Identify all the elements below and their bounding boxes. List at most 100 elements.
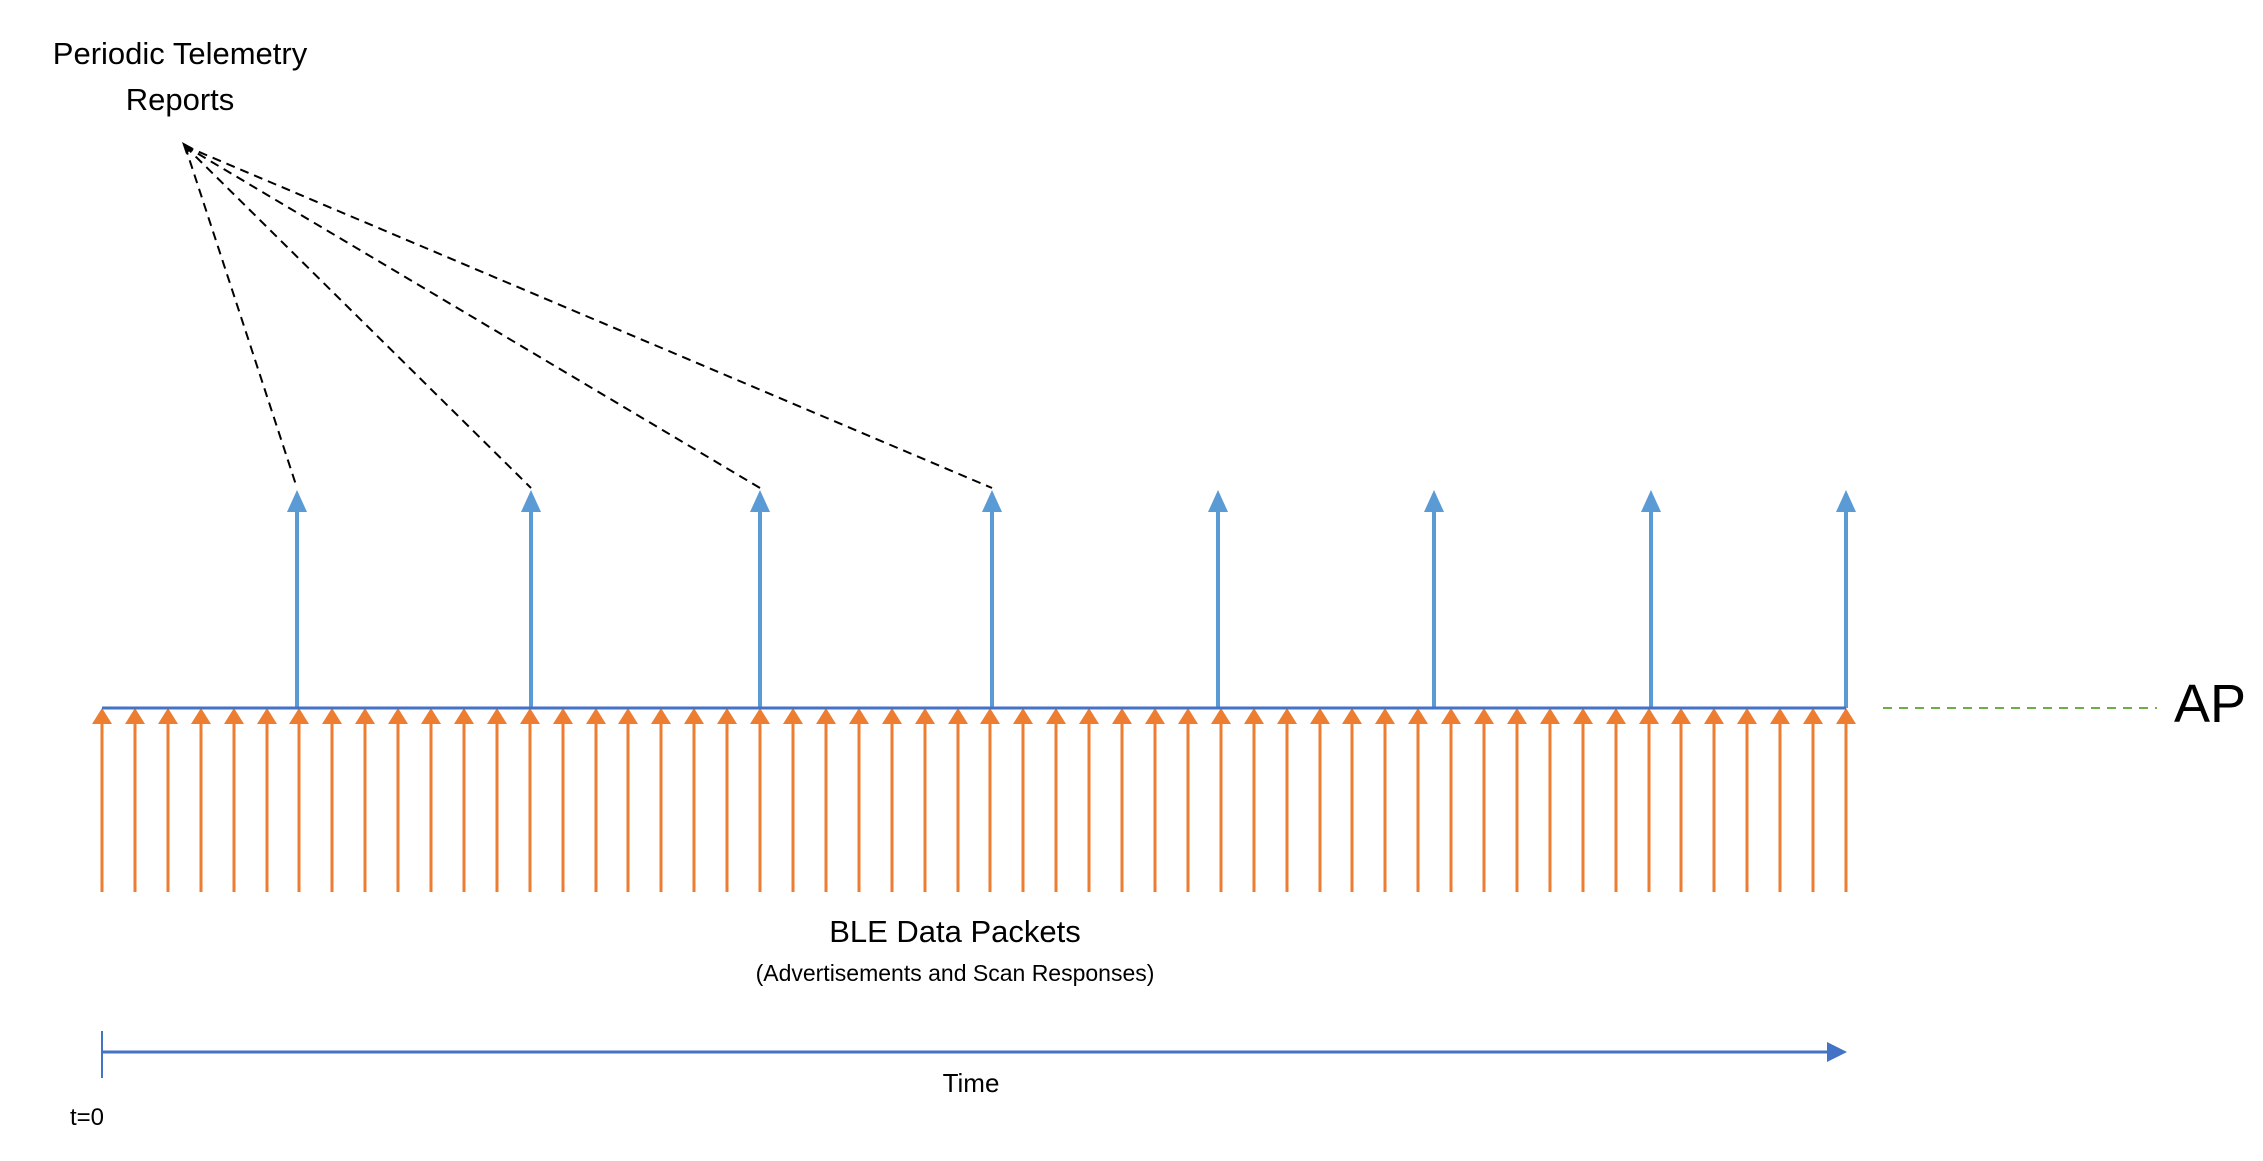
ble-packet-arrow	[1310, 708, 1330, 892]
arrowhead-icon	[586, 708, 606, 724]
arrowhead-icon	[1375, 708, 1395, 724]
ble-packet-arrow	[1277, 708, 1297, 892]
telemetry-report-arrow	[1641, 490, 1661, 708]
ble-packet-arrow	[553, 708, 573, 892]
arrowhead-icon	[1641, 490, 1661, 512]
arrowhead-icon	[750, 490, 770, 512]
arrowhead-icon	[1112, 708, 1132, 724]
arrowhead-icon	[521, 490, 541, 512]
ble-packet-arrow	[750, 708, 770, 892]
arrowhead-icon	[1244, 708, 1264, 724]
ble-packet-arrow	[1178, 708, 1198, 892]
arrowhead-icon	[322, 708, 342, 724]
ble-packet-arrow	[1474, 708, 1494, 892]
ble-packet-arrow	[1441, 708, 1461, 892]
telemetry-report-arrow	[1836, 490, 1856, 708]
arrowhead-icon	[125, 708, 145, 724]
arrowhead-icon	[882, 708, 902, 724]
arrowhead-icon	[1424, 490, 1444, 512]
arrowhead-icon	[750, 708, 770, 724]
ap-label: AP	[2174, 674, 2247, 734]
ble-packet-arrow	[651, 708, 671, 892]
arrowhead-icon	[948, 708, 968, 724]
ble-packet-arrow	[1013, 708, 1033, 892]
arrowhead-icon	[980, 708, 1000, 724]
ble-packet-arrow	[1408, 708, 1428, 892]
arrowhead-icon	[849, 708, 869, 724]
ble-packet-arrow	[520, 708, 540, 892]
callout-dashed-line	[184, 145, 761, 489]
arrowhead-icon	[1507, 708, 1527, 724]
arrowhead-icon	[1606, 708, 1626, 724]
ble-packet-arrow	[915, 708, 935, 892]
telemetry-title-line1: Periodic Telemetry	[52, 36, 308, 71]
arrowhead-icon	[520, 708, 540, 724]
ble-packet-arrow	[191, 708, 211, 892]
arrowhead-icon	[1342, 708, 1362, 724]
callout-arrowhead-icon	[182, 142, 193, 154]
ble-packet-arrow	[125, 708, 145, 892]
arrowhead-icon	[1803, 708, 1823, 724]
arrowhead-icon	[1836, 708, 1856, 724]
telemetry-report-arrow	[521, 490, 541, 708]
arrowhead-icon	[684, 708, 704, 724]
arrowhead-icon	[388, 708, 408, 724]
arrowhead-icon	[1540, 708, 1560, 724]
arrowhead-icon	[1671, 708, 1691, 724]
ble-packet-arrow	[1375, 708, 1395, 892]
time-origin-label: t=0	[70, 1104, 105, 1131]
arrowhead-icon	[915, 708, 935, 724]
arrowhead-icon	[816, 708, 836, 724]
time-arrowhead-icon	[1827, 1042, 1847, 1062]
arrowhead-icon	[717, 708, 737, 724]
telemetry-report-arrow	[982, 490, 1002, 708]
time-axis-label: Time	[942, 1068, 1000, 1098]
ble-packet-arrow	[684, 708, 704, 892]
ble-packet-arrow	[1836, 708, 1856, 892]
arrowhead-icon	[92, 708, 112, 724]
arrowhead-icon	[287, 490, 307, 512]
arrowhead-icon	[651, 708, 671, 724]
ble-packet-arrow	[1770, 708, 1790, 892]
arrowhead-icon	[982, 490, 1002, 512]
ble-packet-arrow	[257, 708, 277, 892]
ble-data-packet-arrows	[92, 708, 1856, 892]
ble-packet-arrow	[1573, 708, 1593, 892]
ble-packet-arrow	[1671, 708, 1691, 892]
ble-packets-sublabel: (Advertisements and Scan Responses)	[755, 960, 1155, 986]
arrowhead-icon	[1704, 708, 1724, 724]
ble-packet-arrow	[717, 708, 737, 892]
ble-packet-arrow	[1606, 708, 1626, 892]
ble-packet-arrow	[618, 708, 638, 892]
ble-packet-arrow	[1145, 708, 1165, 892]
arrowhead-icon	[1639, 708, 1659, 724]
ble-packet-arrow	[1112, 708, 1132, 892]
ble-packet-arrow	[158, 708, 178, 892]
arrowhead-icon	[289, 708, 309, 724]
ble-packet-arrow	[980, 708, 1000, 892]
ble-packet-arrow	[1704, 708, 1724, 892]
callout-dashed-line	[184, 145, 532, 489]
ble-packet-arrow	[882, 708, 902, 892]
ble-packets-label: BLE Data Packets	[829, 914, 1081, 949]
telemetry-callout-lines	[184, 145, 993, 489]
arrowhead-icon	[224, 708, 244, 724]
ble-packet-arrow	[849, 708, 869, 892]
ble-packet-arrow	[1507, 708, 1527, 892]
arrowhead-icon	[1145, 708, 1165, 724]
arrowhead-icon	[1178, 708, 1198, 724]
callout-dashed-line	[184, 145, 993, 489]
arrowhead-icon	[257, 708, 277, 724]
ble-packet-arrow	[1046, 708, 1066, 892]
callout-dashed-line	[184, 145, 298, 489]
ble-packet-arrow	[487, 708, 507, 892]
ble-packet-arrow	[783, 708, 803, 892]
ble-packet-arrow	[1342, 708, 1362, 892]
telemetry-report-arrow	[287, 490, 307, 708]
telemetry-title-line2: Reports	[125, 82, 235, 117]
ble-packet-arrow	[1803, 708, 1823, 892]
arrowhead-icon	[1770, 708, 1790, 724]
telemetry-report-arrow	[750, 490, 770, 708]
ble-packet-arrow	[1079, 708, 1099, 892]
